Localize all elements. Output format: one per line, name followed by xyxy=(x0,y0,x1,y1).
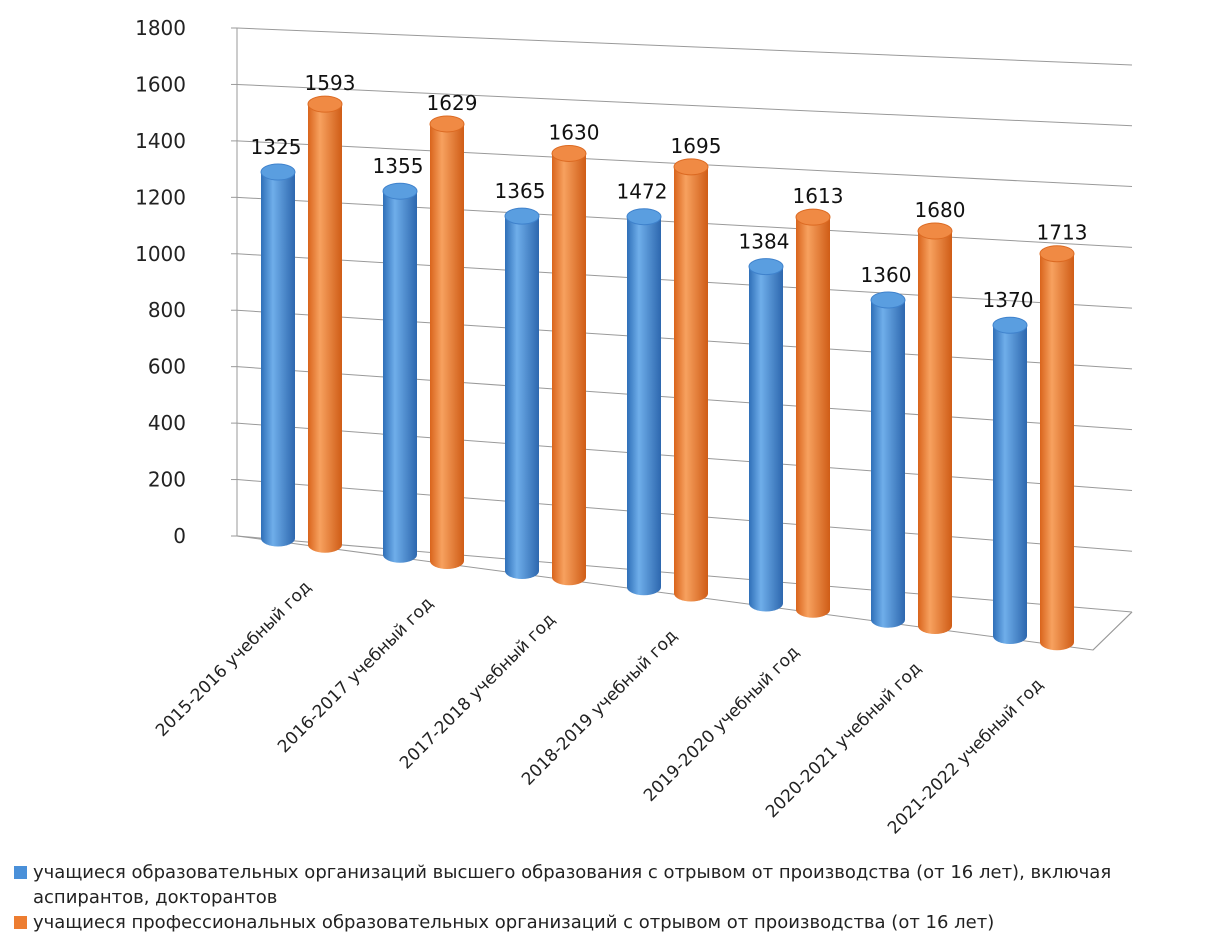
bar-higher-ed-2 xyxy=(504,207,540,579)
bar-higher-ed-5 xyxy=(870,291,906,628)
data-label-vocational-4: 1613 xyxy=(793,184,844,208)
legend-item-series-2: учащиеся профессиональных образовательны… xyxy=(10,910,1205,935)
x-tick-label-3: 2018-2019 учебный год xyxy=(518,626,681,789)
bar-vocational-5 xyxy=(917,222,953,634)
data-label-higher-ed-2: 1365 xyxy=(495,179,546,203)
y-axis: 0 200 400 600 800 1000 1200 1400 1600 1800 xyxy=(135,16,186,548)
x-tick-label-1: 2016-2017 учебный год xyxy=(274,594,437,757)
y-tick-label-600: 600 xyxy=(148,355,186,379)
legend: учащиеся образовательных организаций выс… xyxy=(10,860,1205,935)
y-tick-label-1200: 1200 xyxy=(135,185,186,209)
data-label-vocational-0: 1593 xyxy=(305,71,356,95)
data-label-vocational-6: 1713 xyxy=(1037,221,1088,245)
bar-higher-ed-4 xyxy=(748,258,784,612)
data-label-higher-ed-0: 1325 xyxy=(251,135,302,159)
y-tick-label-1800: 1800 xyxy=(135,16,186,40)
bar-vocational-3 xyxy=(673,158,709,602)
gridline-1600 xyxy=(236,83,1133,127)
legend-item-series-1: учащиеся образовательных организаций выс… xyxy=(10,860,1205,910)
y-tick-label-1400: 1400 xyxy=(135,129,186,153)
y-tick-label-400: 400 xyxy=(148,411,186,435)
bars xyxy=(260,95,1075,651)
bar-vocational-4 xyxy=(795,208,831,618)
legend-swatch-orange xyxy=(14,916,27,929)
bar-higher-ed-0 xyxy=(260,163,296,547)
gridline-1800 xyxy=(236,27,1133,66)
bar-vocational-6 xyxy=(1039,245,1075,651)
x-tick-label-2: 2017-2018 учебный год xyxy=(396,610,559,773)
data-label-vocational-2: 1630 xyxy=(549,120,600,144)
y-tick-label-1000: 1000 xyxy=(135,242,186,266)
bar-vocational-0 xyxy=(307,95,343,553)
y-tick-label-1600: 1600 xyxy=(135,72,186,96)
bar-higher-ed-1 xyxy=(382,182,418,563)
x-tick-label-5: 2020-2021 учебный год xyxy=(762,659,925,822)
legend-swatch-blue xyxy=(14,866,27,879)
chart: 0 200 400 600 800 1000 1200 1400 1600 1800 1325 15… xyxy=(135,16,1133,838)
y-tick-label-0: 0 xyxy=(173,524,186,548)
data-label-higher-ed-1: 1355 xyxy=(373,154,424,178)
x-tick-label-4: 2019-2020 учебный год xyxy=(640,642,803,805)
y-tick-label-800: 800 xyxy=(148,298,186,322)
data-label-vocational-3: 1695 xyxy=(671,134,722,158)
bar-vocational-1 xyxy=(429,115,465,569)
bar-higher-ed-6 xyxy=(992,316,1028,644)
bar-higher-ed-3 xyxy=(626,208,662,596)
x-tick-label-6: 2021-2022 учебный год xyxy=(884,675,1047,838)
x-tick-label-0: 2015-2016 учебный год xyxy=(152,577,315,740)
data-label-vocational-1: 1629 xyxy=(427,91,478,115)
legend-label-series-1: учащиеся образовательных организаций выс… xyxy=(33,862,1112,908)
data-label-higher-ed-5: 1360 xyxy=(861,263,912,287)
data-label-vocational-5: 1680 xyxy=(915,198,966,222)
legend-label-series-2: учащиеся профессиональных образовательны… xyxy=(33,912,995,933)
y-tick-label-200: 200 xyxy=(148,468,186,492)
data-label-higher-ed-6: 1370 xyxy=(983,288,1034,312)
data-label-higher-ed-3: 1472 xyxy=(617,180,668,204)
data-label-higher-ed-4: 1384 xyxy=(739,230,790,254)
bar-vocational-2 xyxy=(551,144,587,586)
